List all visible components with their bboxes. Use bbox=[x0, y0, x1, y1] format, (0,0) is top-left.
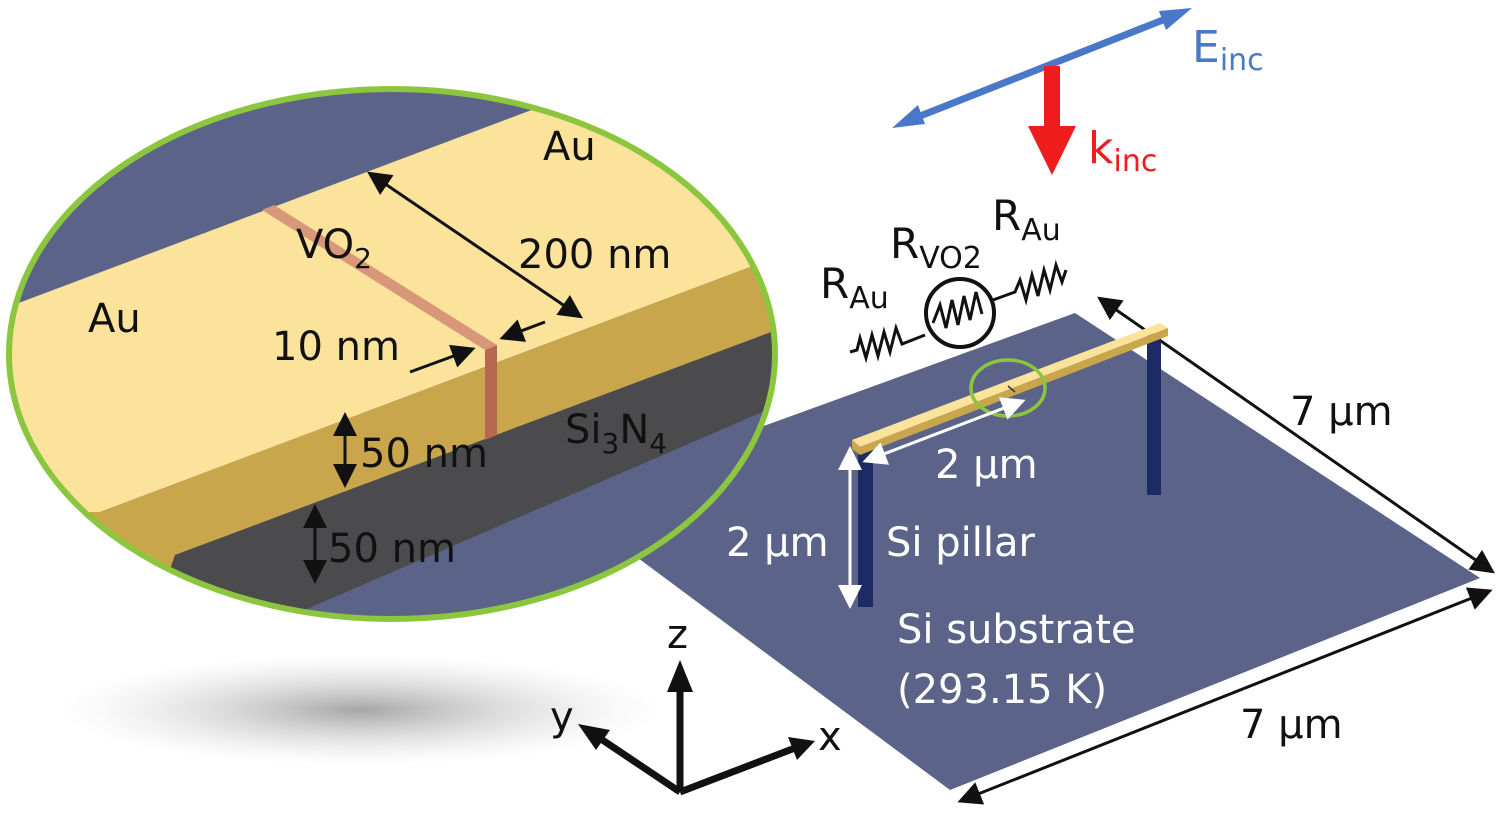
vo2-side bbox=[485, 345, 497, 440]
si-pillar-right bbox=[1147, 335, 1161, 495]
e-arrowhead-right bbox=[1159, 8, 1192, 30]
e-arrowhead-left bbox=[892, 105, 925, 128]
resistor-vo2 bbox=[931, 291, 984, 329]
z-arrowhead bbox=[667, 660, 693, 692]
gap-arrow-right bbox=[499, 319, 546, 342]
si-pillar-left bbox=[858, 445, 873, 607]
r-au-right-label: RAu bbox=[992, 191, 1061, 248]
k-inc-label: kinc bbox=[1088, 123, 1157, 179]
z-axis-label: z bbox=[667, 612, 688, 658]
au-right-label: Au bbox=[543, 124, 596, 170]
vo2-resistor-circle bbox=[924, 277, 996, 349]
pillar-label: Si pillar bbox=[886, 520, 1035, 566]
gap-arrow-left bbox=[409, 344, 476, 374]
y-axis bbox=[593, 732, 682, 795]
x-arrowhead bbox=[788, 737, 815, 760]
resistor-au-left bbox=[849, 322, 926, 364]
x-axis bbox=[678, 744, 797, 796]
si3n4-label: Si3N4 bbox=[565, 407, 667, 460]
width-label: 200 nm bbox=[518, 232, 671, 278]
x-axis-label: x bbox=[818, 714, 842, 760]
si3n4-thickness-label: 50 nm bbox=[328, 526, 456, 572]
k-arrowhead bbox=[1028, 126, 1076, 175]
resistor-au-right bbox=[992, 259, 1068, 306]
au-thickness-label: 50 nm bbox=[360, 431, 488, 477]
bridge-length-arrow bbox=[862, 397, 1026, 465]
substrate-side-x-label: 7 µm bbox=[1240, 702, 1343, 748]
pillar-height-label: 2 µm bbox=[726, 520, 829, 566]
substrate-side-y-label: 7 µm bbox=[1290, 389, 1393, 435]
substrate-label: Si substrate bbox=[897, 607, 1136, 653]
dimension-arrow-x bbox=[957, 587, 1493, 805]
substrate-temp-label: (293.15 K) bbox=[897, 667, 1107, 713]
inset-shadow bbox=[60, 655, 660, 765]
inset-border bbox=[6, 86, 778, 622]
e-field-arrow bbox=[903, 10, 1180, 126]
au-side-lower bbox=[9, 555, 175, 619]
r-au-left-label: RAu bbox=[820, 259, 889, 316]
coordinate-axes bbox=[593, 685, 797, 796]
r-vo2-label: RVO2 bbox=[890, 219, 982, 276]
width-arrow bbox=[367, 171, 583, 319]
y-arrowhead bbox=[578, 724, 610, 750]
bridge-length-label: 2 µm bbox=[935, 442, 1038, 488]
gap-label: 10 nm bbox=[272, 324, 400, 370]
circuit bbox=[849, 259, 1068, 364]
dimension-arrow-y bbox=[1097, 296, 1495, 574]
au-left-label: Au bbox=[88, 296, 141, 342]
au-side bbox=[9, 252, 775, 555]
e-inc-label: Einc bbox=[1192, 22, 1264, 78]
vo2-gap-mark bbox=[1007, 385, 1016, 393]
k-vector-arrow bbox=[1044, 66, 1060, 128]
y-axis-label: y bbox=[550, 694, 574, 740]
vo2-label: VO2 bbox=[296, 222, 372, 275]
